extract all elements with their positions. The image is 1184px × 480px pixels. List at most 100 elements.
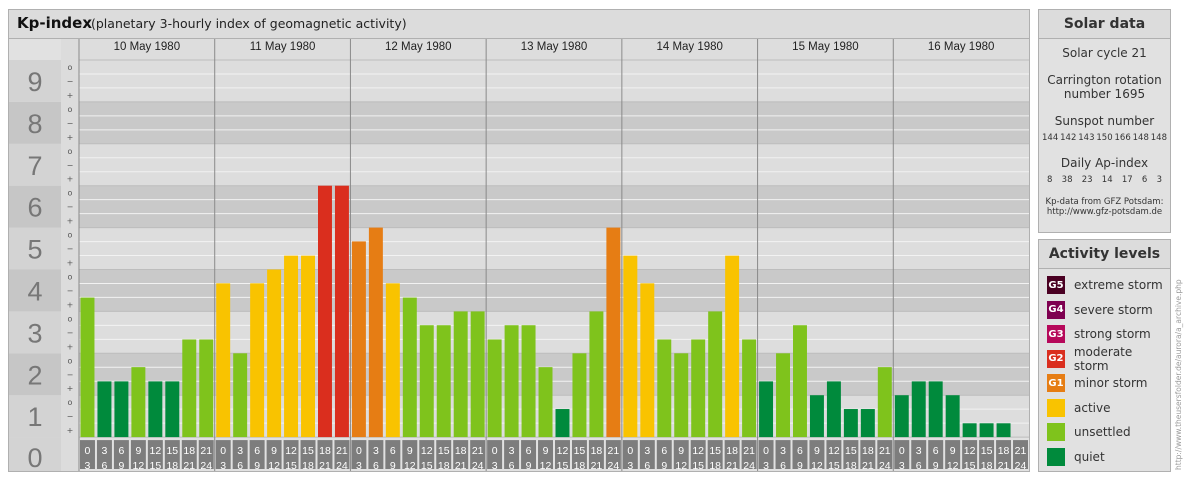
hour-box	[249, 440, 265, 469]
hour-end-label: 21	[183, 460, 195, 471]
minor-tick-label: −	[67, 245, 74, 254]
kp-bar	[318, 185, 332, 438]
legend-swatch: G2	[1047, 349, 1065, 368]
minor-tick-label: o	[68, 398, 73, 407]
hour-start-label: 12	[149, 445, 161, 457]
chart-title: Kp-index	[17, 14, 92, 32]
hour-box	[487, 440, 503, 469]
sunspot-values: 144 142 143 150 166 148 148	[1039, 133, 1170, 143]
hour-end-label: 21	[998, 460, 1010, 471]
kp-bar	[436, 325, 451, 438]
hour-end-label: 24	[200, 460, 212, 471]
hour-end-label: 24	[1015, 460, 1027, 471]
hour-box	[894, 440, 910, 469]
hour-start-label: 18	[591, 445, 603, 457]
kp-band	[79, 269, 1029, 312]
hour-end-label: 21	[455, 460, 467, 471]
minor-tick-label: −	[67, 370, 74, 379]
legend-item-moderate-storm: G2 moderate storm	[1047, 345, 1170, 373]
hour-start-label: 21	[1015, 445, 1027, 457]
hour-end-label: 18	[574, 460, 586, 471]
hour-end-label: 6	[237, 460, 243, 471]
kp-band	[79, 143, 1029, 186]
ap-value: 14	[1101, 175, 1113, 185]
hour-box	[521, 440, 537, 469]
legend-label: active	[1074, 400, 1111, 415]
legend-swatch: G1	[1047, 374, 1065, 392]
hour-end-label: 18	[438, 460, 450, 471]
kp-bar	[504, 325, 519, 438]
y-tick-label: 9	[27, 67, 42, 97]
y-axis-cell	[9, 143, 61, 186]
minor-tick-label: +	[67, 300, 74, 309]
hour-box	[232, 440, 248, 469]
minor-tick-label: +	[67, 133, 74, 142]
kp-bar	[250, 283, 265, 438]
kp-bar	[216, 283, 231, 438]
source-link[interactable]: http://www.gfz-potsdam.de	[1046, 207, 1163, 217]
ap-value: 8	[1047, 175, 1053, 185]
kp-bar	[402, 297, 417, 438]
sunspot-number-title: Sunspot number	[1054, 114, 1155, 128]
sunspot-value: 143	[1078, 133, 1095, 143]
legend-label: moderate storm	[1073, 344, 1133, 373]
kp-bar	[148, 381, 163, 438]
hour-start-label: 18	[726, 445, 738, 457]
hour-start-label: 3	[509, 445, 515, 457]
hour-end-label: 9	[390, 460, 396, 471]
y-axis-cell	[9, 227, 61, 270]
y-axis-cell	[9, 353, 61, 396]
kp-bar	[894, 395, 909, 438]
hour-start-label: 21	[608, 445, 620, 457]
hour-box	[656, 440, 672, 469]
hour-box	[402, 440, 418, 469]
hour-end-label: 24	[472, 460, 484, 471]
ap-value: 38	[1061, 175, 1073, 185]
hour-start-label: 18	[319, 445, 331, 457]
legend-item-severe-storm: G4 severe storm	[1047, 300, 1153, 320]
hour-box	[436, 440, 452, 469]
kp-bar	[606, 227, 621, 438]
hour-start-label: 9	[407, 445, 413, 457]
solar-data-panel: Solar data Solar cycle 21 Carrington rot…	[1038, 9, 1171, 233]
minor-tick-label: +	[67, 384, 74, 393]
minor-tick-label: o	[68, 63, 73, 72]
y-axis-cell	[9, 437, 61, 471]
hour-start-label: 18	[183, 445, 195, 457]
y-tick-label: 8	[27, 109, 42, 139]
day-label: 15 May 1980	[792, 41, 859, 53]
sunspot-value: 150	[1096, 133, 1113, 143]
hour-end-label: 12	[404, 460, 416, 471]
hour-end-label: 6	[916, 460, 922, 471]
hour-start-label: 6	[390, 445, 396, 457]
hour-box	[588, 440, 604, 469]
legend-label: extreme storm	[1074, 278, 1163, 292]
hour-start-label: 9	[543, 445, 549, 457]
kp-bar	[640, 283, 655, 438]
day-label: 11 May 1980	[250, 41, 316, 53]
hour-start-label: 3	[102, 445, 108, 457]
kp-bar	[843, 409, 858, 438]
hour-box	[300, 440, 316, 469]
chart-subtitle: (planetary 3-hourly index of geomagnetic…	[91, 16, 407, 31]
hour-box	[792, 440, 808, 469]
source-credit: http://www.theusersfolder.de/aurora/a_ar…	[1174, 279, 1183, 470]
hour-start-label: 18	[862, 445, 874, 457]
day-label: 10 May 1980	[114, 41, 181, 53]
kp-band	[79, 101, 1029, 144]
hour-box	[470, 440, 486, 469]
minor-tick-label: +	[67, 175, 74, 184]
hour-end-label: 18	[166, 460, 178, 471]
hour-end-label: 6	[644, 460, 650, 471]
hour-end-label: 9	[797, 460, 803, 471]
hour-start-label: 15	[166, 445, 178, 457]
y-tick-label: 7	[27, 151, 42, 181]
hour-end-label: 15	[285, 460, 297, 471]
legend-swatch	[1047, 398, 1065, 417]
day-label: 14 May 1980	[656, 41, 723, 53]
y-tick-label: 4	[27, 276, 42, 306]
day-label: 16 May 1980	[928, 41, 995, 53]
y-axis-cell	[9, 395, 61, 438]
kp-bar	[165, 381, 180, 438]
legend-swatch: G3	[1047, 325, 1065, 343]
